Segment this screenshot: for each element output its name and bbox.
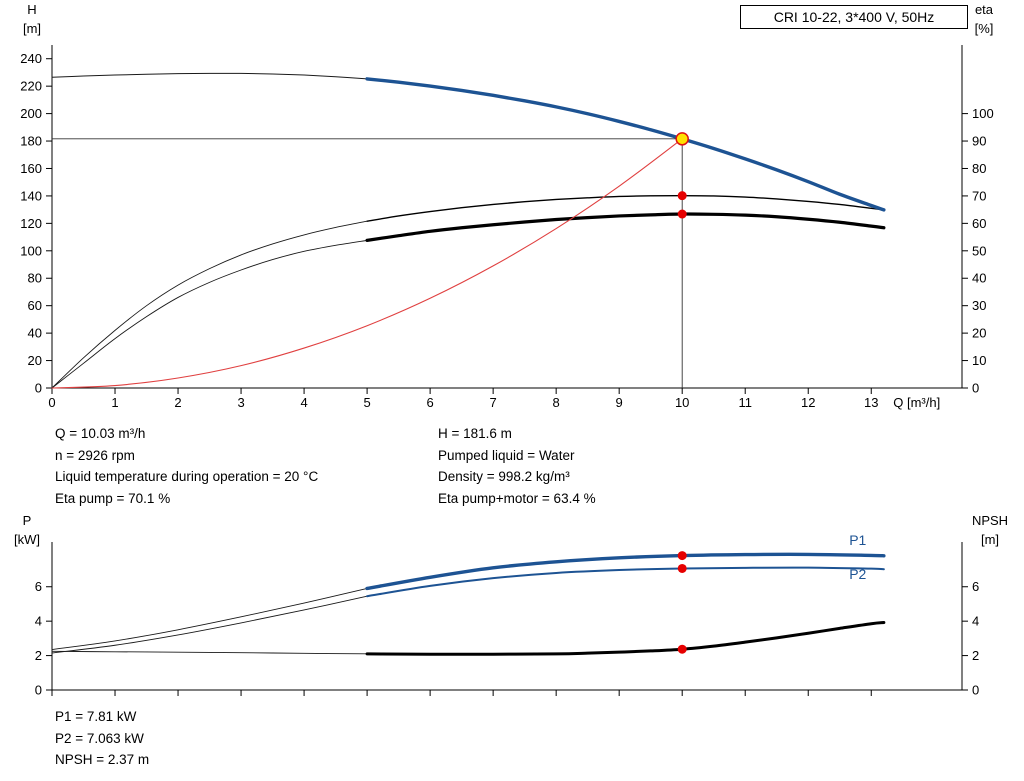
svg-text:7: 7: [490, 395, 497, 410]
svg-text:200: 200: [20, 106, 42, 121]
svg-text:0: 0: [35, 683, 42, 698]
svg-text:120: 120: [20, 216, 42, 231]
svg-text:2: 2: [35, 648, 42, 663]
svg-text:6: 6: [426, 395, 433, 410]
svg-text:100: 100: [20, 243, 42, 258]
info-p2: P2 = 7.063 kW: [55, 730, 144, 746]
svg-text:P1: P1: [849, 532, 866, 548]
svg-text:4: 4: [972, 614, 979, 629]
svg-text:220: 220: [20, 79, 42, 94]
pump-model-title-box: CRI 10-22, 3*400 V, 50Hz: [740, 5, 968, 29]
svg-text:0: 0: [972, 683, 979, 698]
info-density: Density = 998.2 kg/m³: [438, 469, 570, 484]
svg-text:2: 2: [174, 395, 181, 410]
svg-text:[m]: [m]: [981, 532, 999, 547]
info-speed: n = 2926 rpm: [55, 447, 135, 463]
svg-text:90: 90: [972, 134, 986, 149]
info-eta-pump-motor: Eta pump+motor = 63.4 %: [438, 490, 596, 506]
power-npsh-info: P1 = 7.81 kW P2 = 7.063 kW NPSH = 2.37 m: [55, 706, 149, 771]
svg-text:9: 9: [616, 395, 623, 410]
svg-text:0: 0: [972, 381, 979, 396]
svg-text:[kW]: [kW]: [14, 532, 40, 547]
svg-text:10: 10: [972, 353, 986, 368]
svg-text:50: 50: [972, 243, 986, 258]
hq-eta-chart[interactable]: 0 1 2 3 4 5 6 7 8 9 10 11 12 13 Q [m³/h]02040608010012…: [0, 0, 1024, 418]
svg-text:6: 6: [35, 579, 42, 594]
svg-text:180: 180: [20, 134, 42, 149]
svg-text:3: 3: [237, 395, 244, 410]
info-p1: P1 = 7.81 kW: [55, 709, 137, 724]
svg-text:P: P: [23, 513, 32, 528]
svg-text:H: H: [27, 2, 36, 17]
info-eta-pump: Eta pump = 70.1 %: [55, 490, 171, 506]
svg-text:4: 4: [35, 614, 42, 629]
svg-text:NPSH: NPSH: [972, 513, 1008, 528]
svg-text:70: 70: [972, 188, 986, 203]
svg-text:60: 60: [28, 298, 42, 313]
operating-point-marker[interactable]: [675, 132, 689, 146]
svg-text:13: 13: [864, 395, 878, 410]
svg-text:20: 20: [28, 353, 42, 368]
pump-model-title: CRI 10-22, 3*400 V, 50Hz: [773, 9, 935, 25]
svg-text:20: 20: [972, 326, 986, 341]
duty-info-right-column: H = 181.6 m Pumped liquid = Water Densit…: [438, 423, 596, 509]
svg-text:30: 30: [972, 298, 986, 313]
svg-text:80: 80: [972, 161, 986, 176]
svg-text:12: 12: [801, 395, 815, 410]
svg-text:1: 1: [111, 395, 118, 410]
info-liquid-temperature: Liquid temperature during operation = 20…: [55, 469, 319, 484]
svg-text:240: 240: [20, 51, 42, 66]
svg-text:10: 10: [675, 395, 689, 410]
svg-text:[%]: [%]: [975, 21, 994, 36]
svg-text:Q [m³/h]: Q [m³/h]: [893, 395, 940, 410]
duty-info-left-column: Q = 10.03 m³/h n = 2926 rpm Liquid tempe…: [55, 423, 318, 509]
svg-text:8: 8: [553, 395, 560, 410]
info-head: H = 181.6 m: [438, 426, 512, 441]
svg-text:80: 80: [28, 271, 42, 286]
svg-text:40: 40: [28, 326, 42, 341]
svg-text:11: 11: [738, 395, 752, 410]
svg-text:60: 60: [972, 216, 986, 231]
svg-text:40: 40: [972, 271, 986, 286]
svg-text:6: 6: [972, 579, 979, 594]
svg-text:5: 5: [363, 395, 370, 410]
svg-text:160: 160: [20, 161, 42, 176]
svg-text:eta: eta: [975, 2, 994, 17]
svg-text:P2: P2: [849, 566, 866, 582]
info-flow: Q = 10.03 m³/h: [55, 426, 146, 441]
svg-text:140: 140: [20, 188, 42, 203]
info-pumped-liquid: Pumped liquid = Water: [438, 447, 575, 463]
svg-text:0: 0: [48, 395, 55, 410]
svg-text:100: 100: [972, 106, 994, 121]
svg-text:[m]: [m]: [23, 21, 41, 36]
svg-text:4: 4: [300, 395, 307, 410]
power-npsh-chart[interactable]: 0 2 4 6 0 2 4 6 P [kW] NPSH [m] P1 P2: [0, 512, 1024, 704]
svg-text:2: 2: [972, 648, 979, 663]
info-npsh: NPSH = 2.37 m: [55, 752, 150, 767]
svg-text:0: 0: [35, 381, 42, 396]
